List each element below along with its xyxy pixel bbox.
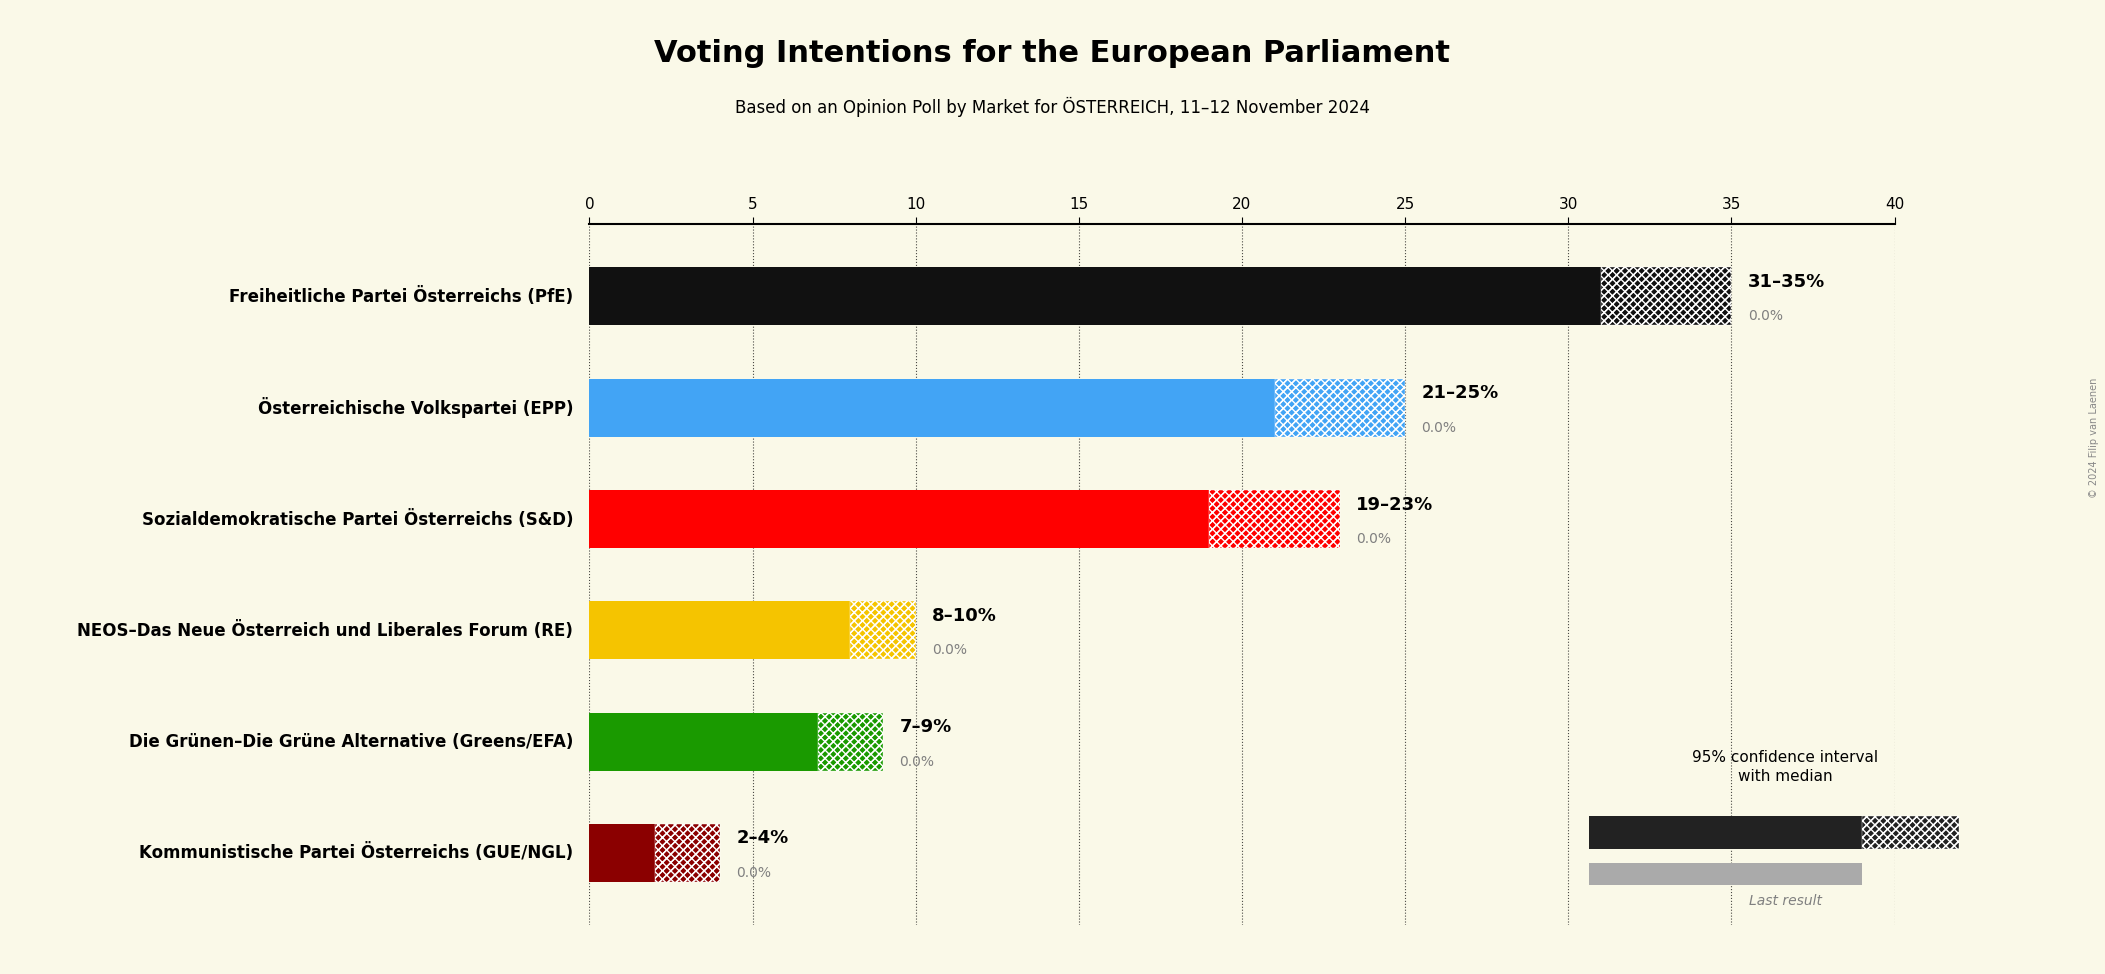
Bar [850, 601, 916, 659]
Bar [589, 379, 1276, 436]
Text: Last result: Last result [1749, 894, 1821, 908]
Text: © 2024 Filip van Laenen: © 2024 Filip van Laenen [2090, 378, 2099, 499]
Text: 0.0%: 0.0% [1747, 310, 1783, 323]
Bar [1861, 816, 1960, 849]
Text: Sozialdemokratische Partei Österreichs (S&D): Sozialdemokratische Partei Österreichs (… [141, 509, 573, 529]
Text: Freiheitliche Partei Österreichs (PfE): Freiheitliche Partei Österreichs (PfE) [229, 287, 573, 306]
Bar [817, 713, 884, 770]
Bar [655, 824, 720, 881]
Text: 0.0%: 0.0% [737, 866, 770, 880]
Bar [817, 713, 884, 770]
Text: NEOS–Das Neue Österreich und Liberales Forum (RE): NEOS–Das Neue Österreich und Liberales F… [78, 620, 573, 640]
Bar [1276, 379, 1406, 436]
Bar [589, 601, 850, 659]
Bar [1589, 863, 1861, 885]
Bar [589, 824, 655, 881]
Text: 0.0%: 0.0% [1421, 421, 1457, 434]
Text: 0.0%: 0.0% [933, 644, 966, 657]
Text: 0.0%: 0.0% [899, 755, 935, 768]
Text: Voting Intentions for the European Parliament: Voting Intentions for the European Parli… [655, 39, 1450, 68]
Text: Die Grünen–Die Grüne Alternative (Greens/EFA): Die Grünen–Die Grüne Alternative (Greens… [128, 732, 573, 751]
Text: Österreichische Volkspartei (EPP): Österreichische Volkspartei (EPP) [257, 397, 573, 418]
Text: Based on an Opinion Poll by Market for ÖSTERREICH, 11–12 November 2024: Based on an Opinion Poll by Market for Ö… [735, 97, 1370, 118]
Text: 19–23%: 19–23% [1356, 496, 1434, 513]
Bar [850, 601, 916, 659]
Bar [1208, 490, 1339, 548]
Bar [1861, 816, 1960, 849]
Bar [589, 268, 1600, 325]
Text: 0.0%: 0.0% [1356, 532, 1391, 546]
Bar [655, 824, 720, 881]
Text: Kommunistische Partei Österreichs (GUE/NGL): Kommunistische Partei Österreichs (GUE/N… [139, 843, 573, 862]
Bar [589, 713, 817, 770]
Text: 31–35%: 31–35% [1747, 273, 1825, 291]
Bar [1208, 490, 1339, 548]
Bar [1589, 816, 1861, 849]
Bar [1276, 379, 1406, 436]
Text: 2–4%: 2–4% [737, 830, 789, 847]
Text: 8–10%: 8–10% [933, 607, 998, 625]
Text: 21–25%: 21–25% [1421, 384, 1499, 402]
Bar [1600, 268, 1730, 325]
Text: 7–9%: 7–9% [899, 718, 951, 736]
Bar [589, 490, 1208, 548]
Text: 95% confidence interval
with median: 95% confidence interval with median [1692, 751, 1878, 784]
Bar [1600, 268, 1730, 325]
